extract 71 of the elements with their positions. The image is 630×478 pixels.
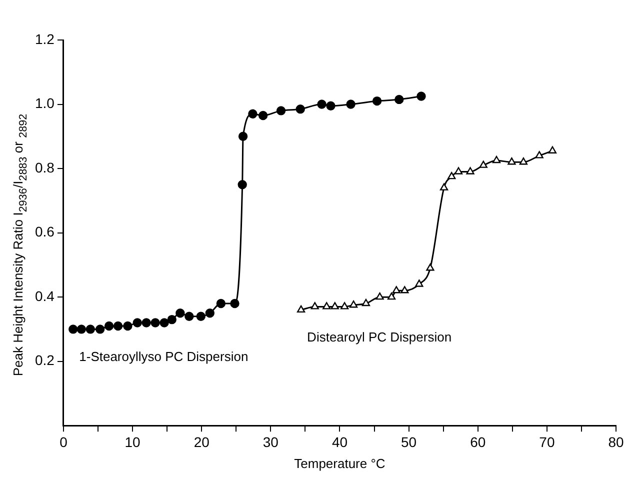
point	[416, 92, 426, 101]
point	[322, 302, 331, 310]
x-tick-label: 50	[401, 434, 417, 450]
point	[132, 318, 142, 328]
point	[104, 321, 114, 331]
point	[508, 158, 516, 165]
y-tick-label: 0.6	[34, 224, 55, 240]
point	[160, 318, 169, 328]
point	[326, 101, 336, 110]
point	[113, 321, 123, 331]
point	[258, 110, 268, 120]
point	[466, 167, 474, 174]
y-tick-label: 0.4	[34, 288, 55, 304]
point	[238, 132, 248, 141]
point	[205, 308, 214, 318]
x-tick-label: 60	[470, 434, 486, 450]
point	[362, 298, 370, 306]
point	[479, 160, 488, 168]
point	[346, 100, 356, 109]
x-tick-label: 0	[60, 434, 68, 450]
point	[415, 280, 424, 287]
point	[238, 180, 247, 190]
point	[184, 312, 194, 321]
point	[176, 308, 185, 318]
point	[376, 292, 384, 300]
x-tick-label: 70	[539, 434, 555, 450]
y-tick-label: 0.2	[34, 352, 55, 368]
point	[142, 318, 151, 328]
point	[230, 298, 240, 308]
point	[248, 109, 258, 119]
x-tick-label: 80	[608, 434, 624, 450]
x-tick-label: 30	[262, 434, 279, 450]
point	[310, 302, 319, 310]
series-label: 1-Stearoyllyso PC Dispersion	[79, 348, 248, 364]
x-axis-title: Temperature °C	[294, 456, 386, 471]
point	[535, 151, 544, 158]
point	[400, 286, 409, 294]
point	[519, 158, 528, 165]
point	[372, 96, 382, 106]
point	[492, 156, 501, 164]
x-tick-label: 40	[332, 434, 348, 450]
point	[394, 94, 404, 104]
point	[68, 324, 78, 334]
point	[330, 302, 339, 310]
y-tick-label: 1.2	[34, 30, 55, 47]
point	[296, 104, 305, 114]
point	[387, 292, 396, 300]
point	[150, 318, 160, 328]
point	[167, 314, 176, 324]
point	[216, 298, 226, 308]
x-tick-label: 20	[194, 434, 210, 450]
point	[440, 183, 448, 190]
y-tick-label: 1.0	[34, 95, 55, 112]
point	[95, 324, 105, 334]
point	[426, 264, 434, 271]
point	[123, 321, 132, 331]
point	[276, 106, 286, 116]
point	[196, 312, 206, 321]
point	[548, 146, 557, 154]
series-label: Distearoyl PC Dispersion	[307, 330, 452, 344]
point	[349, 300, 358, 308]
point	[454, 167, 463, 174]
point	[448, 172, 456, 180]
point	[317, 100, 326, 109]
point	[296, 305, 306, 313]
point	[86, 324, 95, 334]
point	[392, 286, 400, 294]
y-tick-label: 0.8	[34, 159, 55, 176]
x-tick-label: 10	[124, 434, 141, 450]
point	[76, 324, 86, 334]
point	[340, 302, 349, 310]
